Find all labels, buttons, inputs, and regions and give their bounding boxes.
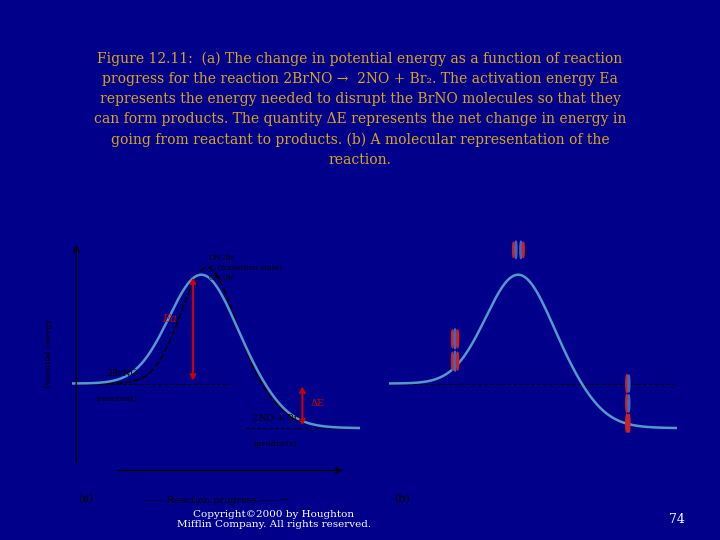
Circle shape	[456, 352, 459, 370]
Text: 74: 74	[669, 513, 685, 526]
Circle shape	[515, 241, 517, 259]
Text: ON–Br: ON–Br	[209, 274, 235, 282]
Text: (a): (a)	[78, 495, 93, 505]
Circle shape	[520, 241, 522, 259]
Text: ΔE: ΔE	[311, 399, 325, 408]
Text: (b): (b)	[395, 495, 410, 505]
Circle shape	[626, 414, 628, 432]
Text: Potential energy: Potential energy	[45, 319, 53, 388]
Circle shape	[451, 330, 454, 348]
Circle shape	[456, 330, 459, 348]
Circle shape	[513, 242, 514, 258]
Circle shape	[451, 352, 454, 370]
Text: Copyright©2000 by Houghton
Mifflin Company. All rights reserved.: Copyright©2000 by Houghton Mifflin Compa…	[176, 510, 371, 529]
Circle shape	[626, 394, 628, 413]
Circle shape	[626, 375, 628, 393]
Text: 2BrNO: 2BrNO	[107, 369, 138, 378]
Text: (products): (products)	[253, 440, 297, 448]
Circle shape	[454, 329, 456, 349]
Circle shape	[628, 375, 630, 392]
Circle shape	[628, 395, 630, 412]
Circle shape	[454, 351, 456, 371]
Text: 2NO + Br₂: 2NO + Br₂	[253, 414, 302, 423]
Text: ON–Br: ON–Br	[209, 254, 235, 262]
Circle shape	[628, 414, 630, 432]
Text: Ea: Ea	[163, 314, 177, 323]
Circle shape	[523, 242, 524, 258]
Text: Figure 12.11:  (a) The change in potential energy as a function of reaction
prog: Figure 12.11: (a) The change in potentia…	[94, 52, 626, 167]
Text: ‡  (transition state): ‡ (transition state)	[209, 264, 282, 272]
Text: (reactant): (reactant)	[95, 395, 137, 403]
Text: —— Reaction progress ——→: —— Reaction progress ——→	[144, 496, 288, 505]
